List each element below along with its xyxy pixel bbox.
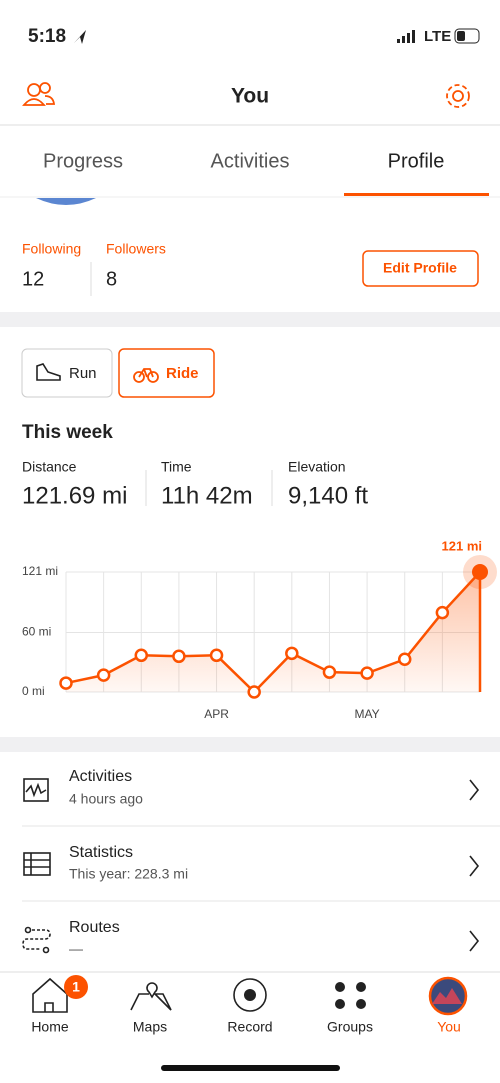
header-title: You — [231, 85, 269, 108]
y-tick-label: 60 mi — [22, 625, 51, 639]
record-dot — [244, 989, 256, 1001]
avatar-photo — [432, 988, 462, 1004]
section-gap — [0, 312, 500, 327]
shoe-icon — [36, 363, 61, 381]
list-title[interactable]: Routes — [69, 919, 120, 936]
point — [59, 676, 73, 690]
stat-label: Time — [161, 459, 192, 475]
list-subtitle: — — [69, 941, 83, 957]
chart: 0 mi 60 mi 121 mi APR MAY 121 mi — [22, 538, 497, 721]
point — [322, 665, 337, 679]
routes-icon — [22, 926, 51, 954]
signal — [397, 30, 415, 43]
point — [472, 564, 488, 580]
point — [360, 666, 374, 680]
tab-active[interactable]: Profile — [388, 150, 445, 172]
point — [285, 646, 299, 661]
followers-count[interactable]: 8 — [106, 268, 117, 290]
stat-value: 9,140 ft — [288, 482, 368, 509]
badge-count: 1 — [72, 979, 80, 995]
edit-button[interactable] — [362, 250, 479, 287]
list-title[interactable]: Statistics — [69, 844, 133, 861]
groups-icon[interactable] — [335, 982, 366, 1009]
ride-button[interactable] — [118, 348, 215, 398]
nav-label[interactable]: Maps — [133, 1019, 167, 1035]
tab[interactable]: Activities — [211, 150, 290, 172]
battery-level — [457, 31, 465, 41]
week-title: This week — [22, 422, 113, 443]
activities-icon — [23, 778, 49, 802]
point — [209, 648, 224, 663]
run-button[interactable] — [21, 348, 113, 398]
value-label: 121 mi — [442, 538, 482, 553]
edit-label[interactable]: Edit Profile — [383, 260, 457, 276]
sport-label[interactable]: Ride — [166, 365, 199, 382]
y-tick-label: 0 mi — [22, 684, 45, 698]
area — [66, 572, 480, 692]
stat-value: 11h 42m — [161, 482, 253, 509]
nav-label-active[interactable]: You — [437, 1019, 461, 1035]
stat-label: Elevation — [288, 459, 346, 475]
avatar — [36, 198, 96, 205]
chevron[interactable] — [469, 855, 480, 877]
nav-label[interactable]: Home — [31, 1019, 69, 1035]
following-label[interactable]: Following — [22, 241, 81, 257]
location-icon — [74, 30, 86, 44]
stat-value: 121.69 mi — [22, 482, 127, 509]
friends-icon[interactable] — [22, 82, 56, 106]
record-icon[interactable] — [233, 978, 267, 1012]
point — [172, 649, 186, 664]
sport-label[interactable]: Run — [69, 365, 97, 382]
list-subtitle: 4 hours ago — [69, 791, 143, 807]
line — [65, 571, 481, 694]
y-tick-label: 121 mi — [22, 564, 58, 578]
home-icon[interactable] — [32, 977, 68, 1013]
nav-label[interactable]: Record — [227, 1019, 272, 1035]
followers-label[interactable]: Followers — [106, 241, 166, 257]
maps-icon[interactable] — [130, 982, 172, 1011]
statistics-icon — [23, 852, 51, 876]
chevron[interactable] — [469, 930, 480, 952]
battery — [454, 28, 480, 44]
home-indicator — [161, 1065, 340, 1071]
stat-label: Distance — [22, 459, 77, 475]
list-title[interactable]: Activities — [69, 768, 132, 785]
chevron[interactable] — [469, 779, 480, 801]
section-gap — [0, 737, 500, 752]
point — [397, 652, 412, 667]
point — [247, 685, 261, 699]
following-count[interactable]: 12 — [22, 268, 44, 290]
tab-indicator — [344, 193, 489, 196]
tab[interactable]: Progress — [43, 150, 123, 172]
point — [96, 668, 111, 682]
nav-label[interactable]: Groups — [327, 1019, 373, 1035]
network: LTE — [424, 28, 451, 45]
point — [134, 648, 149, 663]
badge — [64, 975, 88, 999]
list-subtitle: This year: 228.3 mi — [69, 866, 188, 882]
settings-icon[interactable] — [446, 84, 470, 108]
point — [435, 605, 450, 620]
x-tick-label: APR — [204, 707, 229, 721]
x-tick-label: MAY — [355, 707, 380, 721]
clock: 5:18 — [28, 26, 66, 47]
bike-icon — [133, 368, 159, 383]
